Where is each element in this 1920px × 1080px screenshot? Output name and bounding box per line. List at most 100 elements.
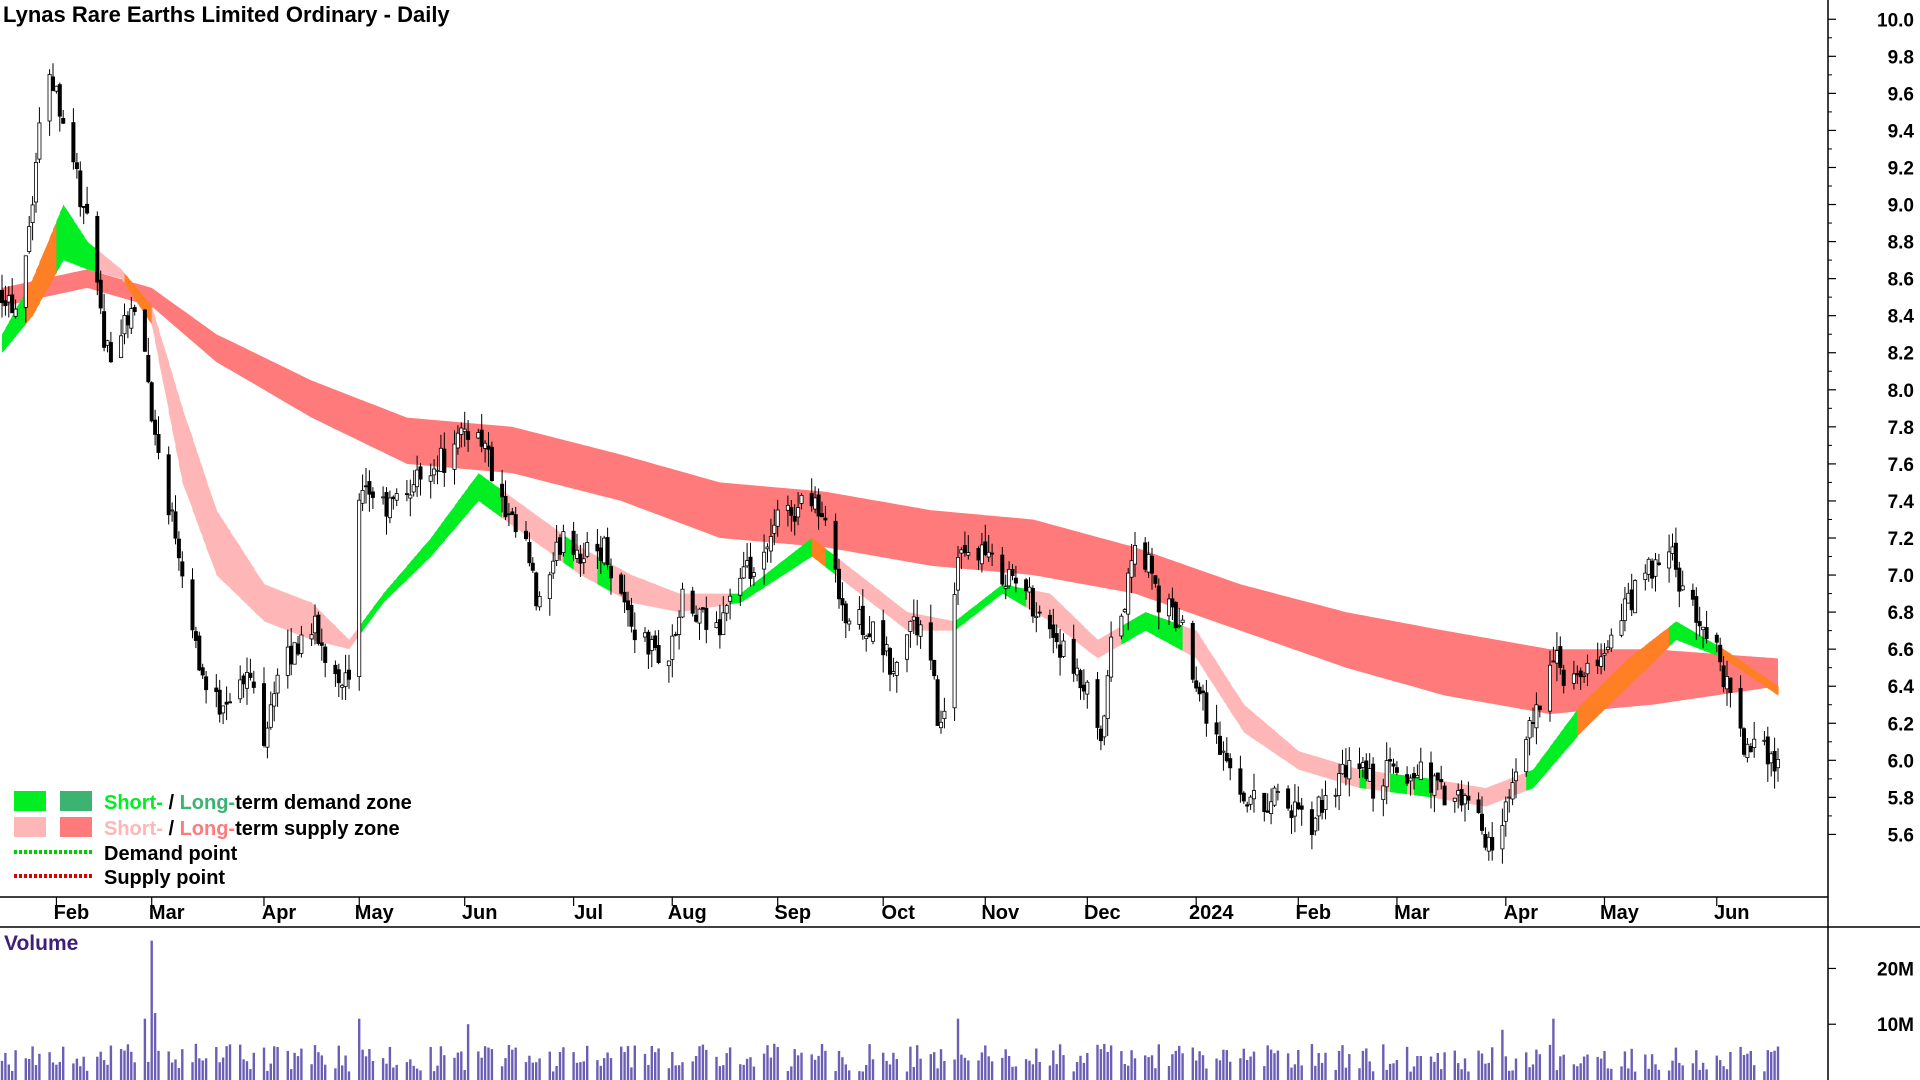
volume-bar xyxy=(977,1060,980,1080)
short-term-zone-segment xyxy=(15,291,27,337)
volume-bar xyxy=(1705,1069,1708,1080)
volume-bar xyxy=(381,1058,385,1080)
candle xyxy=(908,620,913,648)
short-term-zone-segment xyxy=(87,241,98,273)
candle xyxy=(1272,785,1277,807)
volume-bar xyxy=(1144,1055,1147,1080)
volume-bar xyxy=(1719,1060,1722,1080)
short-term-zone-segment xyxy=(658,585,670,611)
volume-bar xyxy=(1028,1060,1031,1080)
short-term-zone-segment xyxy=(992,584,1003,602)
short-term-zone-segment xyxy=(1645,642,1650,670)
volume-bar xyxy=(1365,1048,1368,1080)
candle xyxy=(680,582,685,619)
x-tick-label: Feb xyxy=(1295,902,1331,924)
volume-bar xyxy=(1079,1055,1082,1080)
candle xyxy=(1602,643,1607,671)
short-term-zone-segment xyxy=(195,449,200,529)
short-term-zone-segment xyxy=(1169,620,1173,646)
candle xyxy=(1218,721,1223,755)
volume-bar xyxy=(943,1061,946,1080)
candle xyxy=(319,628,324,661)
candle xyxy=(1129,544,1134,594)
candle xyxy=(102,293,107,352)
candle xyxy=(952,582,957,721)
candle xyxy=(1388,747,1393,774)
short-term-zone-segment xyxy=(2,328,6,353)
short-term-zone-segment xyxy=(478,473,483,504)
short-term-zone-segment xyxy=(696,593,701,610)
volume-bar xyxy=(170,1062,174,1080)
volume-bar xyxy=(1239,1058,1242,1080)
short-term-zone-segment xyxy=(842,561,847,583)
volume-bar xyxy=(1606,1068,1610,1080)
legend-demand-point: Demand point xyxy=(104,843,238,865)
short-term-zone-segment xyxy=(63,204,74,265)
short-term-zone-segment xyxy=(1417,777,1422,796)
candle xyxy=(37,107,42,163)
volume-bar xyxy=(793,1049,796,1080)
candle xyxy=(524,521,529,541)
short-term-zone-segment xyxy=(1740,660,1745,673)
candle xyxy=(1241,791,1246,804)
volume-bar xyxy=(579,1062,582,1080)
volume-bar xyxy=(657,1048,660,1080)
volume-bar xyxy=(694,1056,698,1080)
volume-bar xyxy=(177,1068,181,1080)
volume-bar xyxy=(221,1057,225,1080)
volume-bar xyxy=(888,1064,892,1080)
short-term-zone-segment xyxy=(699,593,704,609)
short-term-zone-segment xyxy=(770,567,775,583)
volume-bar xyxy=(511,1049,514,1080)
short-term-zone-segment xyxy=(1648,639,1653,667)
short-term-zone-segment xyxy=(1325,759,1337,781)
volume-bar xyxy=(1531,1064,1535,1080)
short-term-zone-segment xyxy=(1607,675,1612,707)
volume-bar xyxy=(1538,1054,1541,1080)
candle xyxy=(503,480,508,520)
short-term-zone-segment xyxy=(464,487,469,517)
candle xyxy=(871,621,876,645)
volume-bar xyxy=(439,1046,443,1080)
short-term-zone-segment xyxy=(417,549,422,570)
candle xyxy=(860,589,865,640)
short-term-zone-segment xyxy=(1203,641,1207,675)
candle xyxy=(479,413,484,453)
short-term-zone-segment xyxy=(890,598,894,620)
candle xyxy=(1102,714,1107,746)
short-term-zone-segment xyxy=(600,558,605,588)
short-term-zone-segment xyxy=(1727,651,1731,664)
short-term-zone-segment xyxy=(1536,760,1541,785)
volume-bar xyxy=(691,1061,694,1080)
volume-bar xyxy=(1739,1046,1742,1080)
y-tick-label: 5.6 xyxy=(1888,825,1914,846)
short-term-zone-segment xyxy=(1216,662,1221,696)
volume-bar xyxy=(4,1052,7,1080)
volume-bar xyxy=(953,1059,956,1080)
short-term-zone-segment xyxy=(264,584,268,623)
candle xyxy=(816,488,821,530)
candle xyxy=(884,636,889,657)
candle xyxy=(1156,578,1161,630)
short-term-zone-segment xyxy=(59,204,64,267)
candle xyxy=(956,546,961,605)
candle xyxy=(1201,684,1206,711)
candle xyxy=(932,659,937,680)
volume-bar xyxy=(623,1052,626,1080)
candle xyxy=(98,270,103,315)
volume-bar xyxy=(361,1049,364,1080)
x-tick-label: Jun xyxy=(1714,902,1750,924)
volume-bar xyxy=(1246,1060,1249,1080)
candle xyxy=(119,319,124,359)
volume-bar xyxy=(290,1069,293,1080)
short-term-zone-segment xyxy=(366,612,370,626)
legend-short-demand-word: Short- xyxy=(104,792,163,814)
short-term-zone-segment xyxy=(1628,655,1633,687)
candle xyxy=(1384,742,1389,805)
volume-bar xyxy=(286,1050,289,1080)
candle xyxy=(1391,758,1396,774)
volume-bar xyxy=(698,1046,701,1080)
volume-bar xyxy=(936,1068,939,1080)
short-term-zone-segment xyxy=(1083,626,1088,651)
volume-bar xyxy=(769,1057,773,1080)
